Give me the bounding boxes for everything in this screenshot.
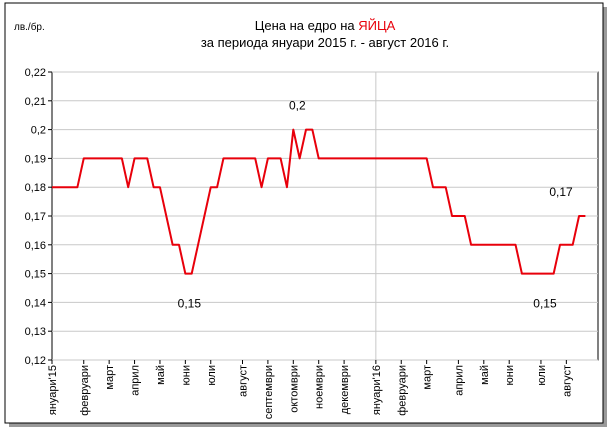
data-label: 0,15 bbox=[178, 297, 202, 311]
x-tick-label: юни bbox=[504, 365, 516, 385]
data-label: 0,2 bbox=[289, 99, 306, 113]
x-tick-label: декември bbox=[339, 365, 351, 414]
y-unit: лв./бр. bbox=[14, 21, 45, 33]
x-tick-label: януари'16 bbox=[371, 365, 383, 415]
x-tick-label: май bbox=[155, 365, 167, 385]
x-tick-label: ноември bbox=[314, 365, 326, 409]
chart-title: Цена на едро на ЯЙЦА bbox=[255, 18, 396, 33]
y-tick-label: 0,2 bbox=[31, 125, 46, 137]
x-tick-label: февруари bbox=[79, 365, 91, 416]
data-label: 0,15 bbox=[533, 297, 557, 311]
y-tick-label: 0,17 bbox=[25, 211, 46, 223]
x-tick-label: май bbox=[479, 365, 491, 385]
x-tick-label: август bbox=[238, 365, 250, 397]
y-tick-label: 0,13 bbox=[25, 326, 46, 338]
title-text: Цена на едро на bbox=[255, 18, 359, 33]
x-tick-label: март bbox=[104, 365, 116, 390]
y-tick-label: 0,15 bbox=[25, 269, 46, 281]
x-tick-label: април bbox=[130, 365, 142, 396]
frame bbox=[4, 2, 604, 424]
y-tick-label: 0,21 bbox=[25, 96, 46, 108]
y-tick-label: 0,18 bbox=[25, 182, 46, 194]
title-highlight: ЯЙЦА bbox=[358, 18, 395, 33]
x-tick-label: април bbox=[453, 365, 465, 396]
x-tick-label: август bbox=[561, 365, 573, 397]
x-tick-label: март bbox=[422, 365, 434, 390]
y-tick-label: 0,22 bbox=[25, 67, 46, 79]
x-tick-label: февруари bbox=[396, 365, 408, 416]
x-tick-label: януари'15 bbox=[47, 365, 59, 415]
y-tick-label: 0,14 bbox=[25, 297, 46, 309]
y-tick-label: 0,12 bbox=[25, 355, 46, 367]
x-tick-label: юли bbox=[536, 365, 548, 386]
x-tick-label: октомври bbox=[288, 365, 300, 413]
data-label: 0,17 bbox=[549, 185, 573, 199]
x-tick-label: септември bbox=[263, 365, 275, 419]
chart-subtitle: за периода януари 2015 г. - август 2016 … bbox=[201, 35, 449, 50]
x-tick-label: юли bbox=[206, 365, 218, 386]
y-tick-label: 0,19 bbox=[25, 153, 46, 165]
line-series bbox=[52, 128, 586, 275]
y-tick-label: 0,16 bbox=[25, 240, 46, 252]
x-tick-label: юни bbox=[180, 365, 192, 385]
